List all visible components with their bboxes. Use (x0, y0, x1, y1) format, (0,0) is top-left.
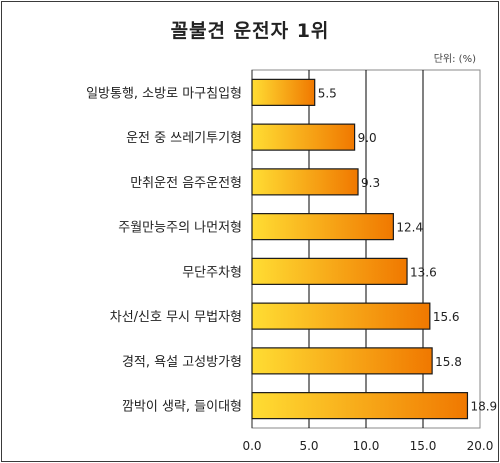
category-label: 차선/신호 무시 무법자형 (110, 310, 242, 325)
value-label: 9.3 (361, 176, 380, 190)
bar (251, 257, 408, 285)
bar (251, 392, 469, 420)
bar (251, 347, 433, 375)
x-tick-label: 20.0 (467, 439, 494, 453)
bar (251, 123, 356, 151)
bar (251, 302, 431, 330)
category-label: 경적, 욕설 고성방가형 (122, 355, 242, 370)
bar-layer (251, 78, 469, 420)
value-label: 15.8 (435, 355, 462, 369)
chart-title: 꼴불견 운전자 1위 (170, 20, 330, 42)
value-label: 9.0 (358, 131, 377, 145)
x-tick-label: 10.0 (353, 439, 380, 453)
category-label: 일방통행, 소방로 마구침입형 (86, 85, 242, 101)
value-label: 13.6 (410, 265, 437, 279)
value-label: 5.5 (318, 86, 337, 100)
bar (251, 168, 359, 196)
x-tick-label: 0.0 (242, 439, 261, 453)
category-label: 주월만능주의 나먼저형 (118, 221, 242, 236)
category-label: 무단주차형 (182, 265, 242, 280)
value-label: 18.9 (470, 400, 497, 414)
label-layer: 0.0 5.0 10.0 15.0 20.0 일방통행, 소방로 마구침입형 5.5 운전 중… (86, 85, 497, 453)
x-tick-label: 5.0 (299, 439, 318, 453)
category-label: 운전 중 쓰레기투기형 (126, 131, 242, 146)
unit-label: 단위: (%) (433, 54, 476, 65)
x-tick-label: 15.0 (410, 439, 437, 453)
bar (251, 213, 394, 241)
bar (251, 78, 316, 106)
value-label: 12.4 (396, 221, 423, 235)
category-label: 만취운전 음주운전형 (130, 176, 242, 191)
category-label: 깜박이 생략, 들이대형 (122, 400, 242, 415)
value-label: 15.6 (433, 310, 460, 324)
